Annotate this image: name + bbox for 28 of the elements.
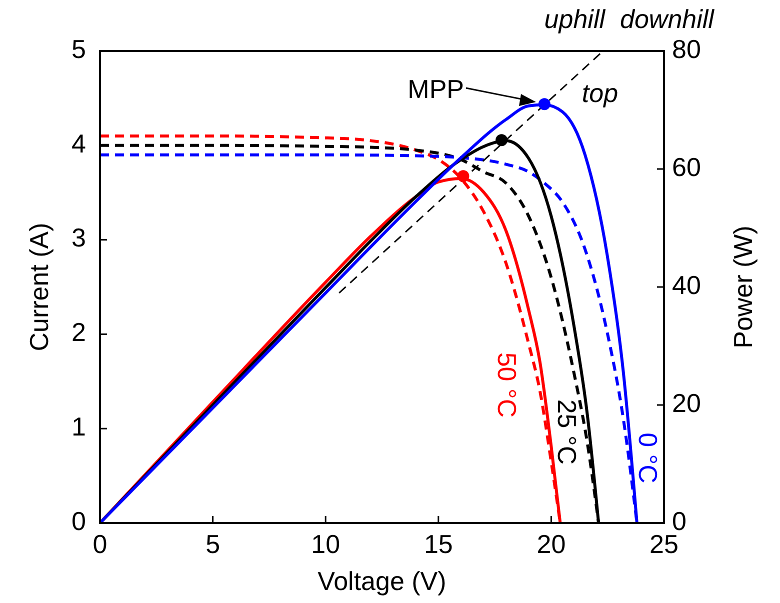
annotation: top	[582, 78, 618, 108]
y-tick-label: 5	[72, 34, 86, 64]
y2-tick-label: 40	[672, 270, 701, 300]
point	[457, 170, 470, 182]
point	[538, 98, 550, 110]
y2-axis-title: Power (W)	[728, 226, 758, 348]
y-axis-title: Current (A)	[24, 222, 54, 352]
y-tick-label: 0	[72, 506, 86, 536]
point	[496, 134, 508, 146]
y-tick-label: 1	[72, 411, 86, 442]
x-tick-label: 20	[536, 529, 566, 559]
x-tick-label: 5	[206, 529, 220, 559]
y2-tick-label: 80	[672, 34, 701, 64]
text: 0 °C	[633, 432, 664, 484]
annotation: MPP	[408, 74, 464, 104]
x-tick-label: 10	[311, 529, 340, 559]
y-tick-label: 4	[72, 128, 86, 158]
text: 50 °C	[492, 352, 522, 418]
y2-tick-label: 60	[672, 152, 701, 182]
x-axis-title: Voltage (V)	[318, 566, 446, 596]
y2-tick-label: 20	[672, 388, 701, 418]
text: uphill	[544, 4, 606, 34]
x-tick-label: 0	[92, 529, 108, 559]
y-tick-label: 2	[72, 317, 86, 348]
text: downhill	[620, 4, 716, 34]
x-tick-label: 15	[424, 529, 453, 559]
y-tick-label: 3	[72, 222, 86, 253]
text: 25 °C	[552, 399, 582, 465]
